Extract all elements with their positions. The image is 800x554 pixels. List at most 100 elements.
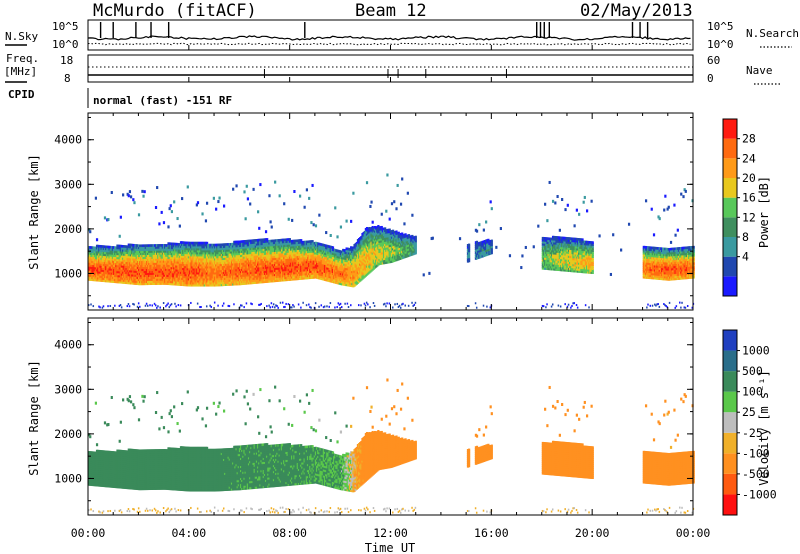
n-search-label: N.Search [746,27,799,40]
power-cell [223,302,225,304]
power-cell [243,190,245,193]
power-cell [169,306,171,308]
power-cell [158,222,160,225]
power-cell [138,213,140,216]
power-cell [197,201,199,204]
power-cell [232,188,234,191]
power-cell [170,204,172,207]
power-cell [159,307,161,309]
power-cell [95,197,97,200]
power-cell [179,225,181,228]
power-cell [245,217,247,220]
power-cell [142,195,144,198]
power-cell [163,221,165,224]
power-cell [144,190,146,193]
freq-label: Freq. [6,52,39,65]
power-cell [214,302,216,304]
power-cell [235,184,237,187]
power-cell [161,211,163,214]
power-cell [127,305,129,307]
power-cell [211,306,213,308]
power-cell [181,197,183,200]
power-cell [229,305,231,307]
power-cell [251,303,253,305]
power-cell [260,303,262,305]
power-cell [176,217,178,220]
n-sky-trace [88,36,691,40]
power-cell [178,304,180,306]
power-cell [215,208,217,211]
power-cell [146,303,148,305]
power-cell [119,235,121,238]
power-cell [252,188,254,191]
cpid-text: normal (fast) -151 RF [93,94,232,107]
power-cell [171,303,173,305]
search-tick-high: 10^5 [707,20,734,33]
power-cell [217,200,219,203]
search-tick-low: 10^0 [707,38,734,51]
power-cell [141,190,143,193]
nave-tick-low: 0 [707,72,714,85]
power-cell [174,303,176,305]
power-cell [171,210,173,213]
power-cell [152,304,154,306]
power-cell [259,183,261,186]
power-cell [222,305,224,307]
power-cell [155,206,157,209]
freq-tick-high: 18 [60,54,73,67]
power-cell [128,194,130,197]
power-cell [180,304,182,306]
nave-label: Nave [746,64,773,77]
power-cell [129,305,131,307]
power-cell [149,304,151,306]
power-cell [128,303,130,305]
power-cell [96,238,98,241]
power-cell [213,197,215,200]
power-cell [246,302,248,304]
power-cell [243,306,245,308]
power-cell [90,303,92,305]
power-cell [257,210,259,213]
power-cell [132,198,134,201]
power-cell [249,202,251,205]
power-cell [218,197,220,200]
power-cell [111,191,113,194]
radar-figure: McMurdo (fitACF) Beam 12 02/May/2013 N.S… [0,0,800,554]
power-cell [163,302,165,304]
power-cell [175,305,177,307]
power-cell [201,212,203,215]
power-cell [138,302,140,304]
power-cell [157,305,159,307]
power-cell [190,302,192,304]
power-cell [187,185,189,188]
n-search-trace [88,43,691,44]
date-title: 02/May/2013 [580,1,693,21]
beam-title: Beam 12 [355,1,427,21]
cpid-label: CPID [8,88,35,101]
power-cell [133,201,135,204]
power-cell [233,303,235,305]
power-cell [155,304,157,306]
power-cell [133,304,135,306]
power-cell [206,202,208,205]
power-cell [139,306,141,308]
sky-tick-low: 10^0 [52,38,79,51]
power-cell [110,305,112,307]
power-cell [104,216,106,219]
power-cell [130,195,132,198]
freq-unit-label: [MHz] [4,65,37,78]
power-cell [258,227,260,230]
power-cell [103,305,105,307]
power-cell [145,305,147,307]
power-heatmap [88,173,695,308]
power-cell [169,207,171,210]
power-cell [89,230,91,233]
power-cell [107,305,109,307]
power-cell [156,186,158,189]
power-cell [217,305,219,307]
power-cell [206,305,208,307]
power-cell [107,218,109,221]
power-cell [147,305,149,307]
sky-tick-high: 10^5 [52,20,79,33]
power-cell [167,225,169,228]
